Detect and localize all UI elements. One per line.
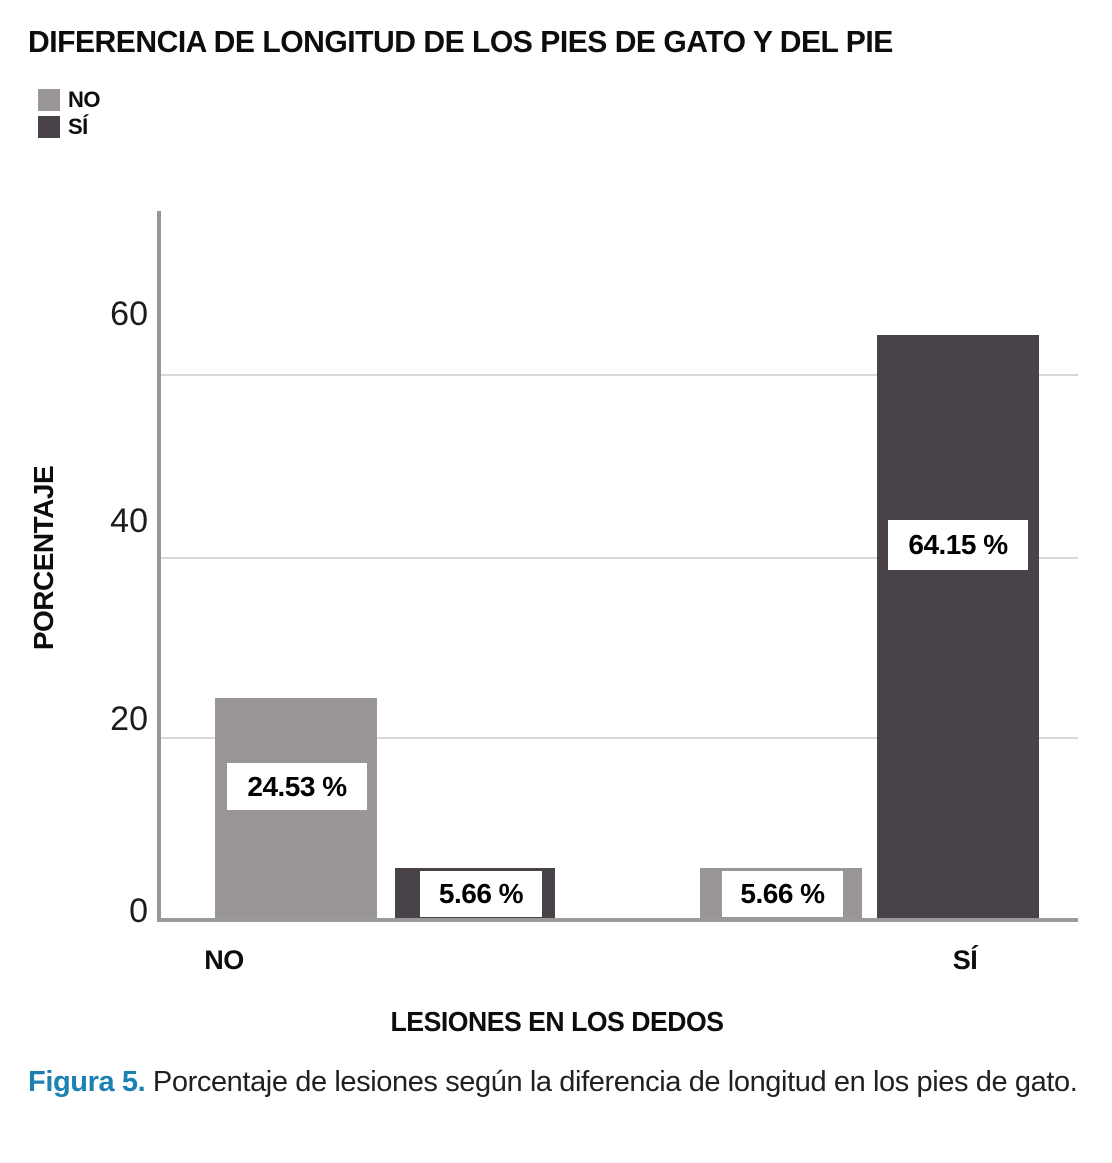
legend-item-si: SÍ bbox=[38, 113, 100, 140]
bar-value-label-si-gray: 5.66 % bbox=[722, 871, 843, 917]
legend-swatch-no bbox=[38, 88, 60, 111]
y-axis-title: PORCENTAJE bbox=[28, 465, 59, 651]
gridline bbox=[161, 557, 1078, 559]
y-axis-line bbox=[157, 211, 161, 922]
x-category-label-no: NO bbox=[204, 945, 244, 975]
legend-item-no: NO bbox=[38, 86, 101, 113]
gridline bbox=[161, 374, 1078, 376]
bar-group-si-series-si bbox=[877, 335, 1039, 920]
bar-value-label-no-gray: 24.53 % bbox=[227, 763, 367, 810]
x-axis-title: LESIONES EN LOS DEDOS bbox=[390, 1006, 724, 1037]
y-tick-label-40: 40 bbox=[110, 502, 148, 540]
legend: NO SÍ bbox=[38, 86, 101, 140]
figure-caption: Figura 5. Porcentaje de lesiones según l… bbox=[28, 1058, 1086, 1106]
legend-swatch-si bbox=[38, 115, 60, 138]
x-category-label-si: SÍ bbox=[952, 945, 978, 975]
y-tick-label-20: 20 bbox=[110, 700, 148, 738]
y-tick-label-60: 60 bbox=[110, 295, 148, 333]
caption-text: Porcentaje de lesiones según la diferenc… bbox=[145, 1066, 1078, 1098]
bar-value-label-no-dark: 5.66 % bbox=[420, 871, 542, 917]
chart-title: DIFERENCIA DE LONGITUD DE LOS PIES DE GA… bbox=[28, 24, 893, 59]
legend-label-si: SÍ bbox=[68, 113, 88, 139]
gridline bbox=[161, 737, 1078, 739]
y-tick-label-0: 0 bbox=[129, 892, 148, 930]
caption-figure-number: Figura 5. bbox=[28, 1066, 146, 1098]
x-axis-line bbox=[157, 918, 1078, 922]
legend-label-no: NO bbox=[68, 86, 101, 112]
bar-value-label-si-dark: 64.15 % bbox=[888, 520, 1028, 570]
